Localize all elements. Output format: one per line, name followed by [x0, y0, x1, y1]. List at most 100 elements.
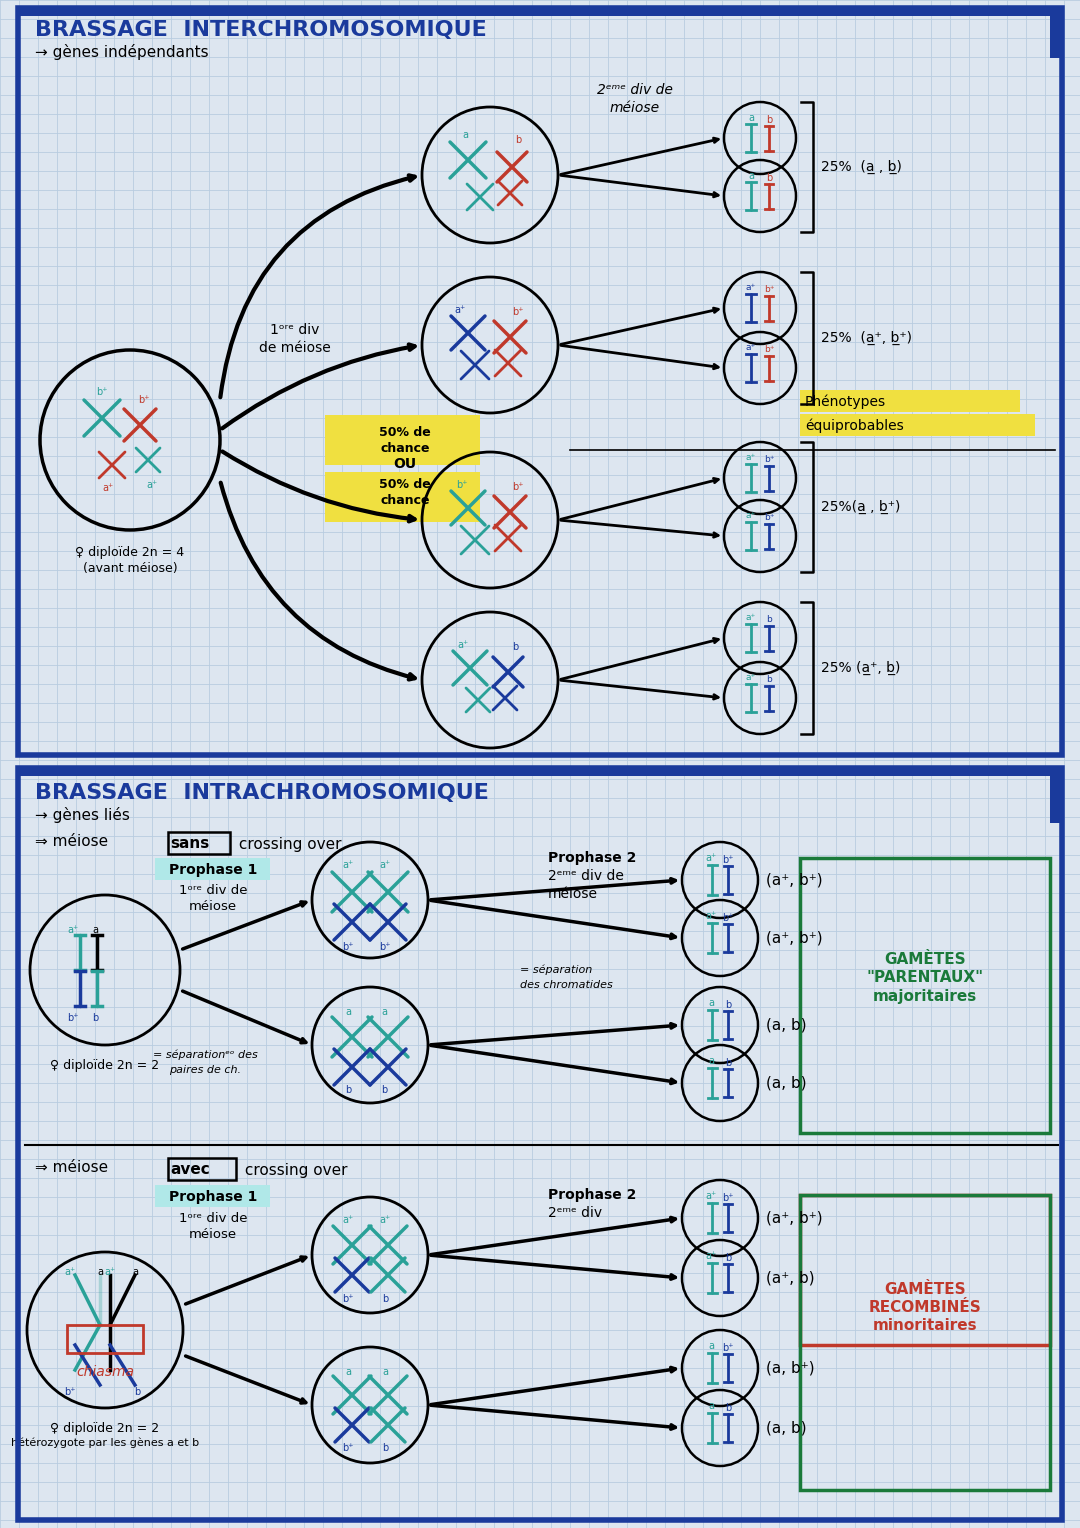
Bar — [18, 8, 1062, 755]
Bar — [325, 472, 480, 523]
Text: crossing over: crossing over — [234, 836, 341, 851]
Text: b: b — [515, 134, 522, 145]
Text: 1ᵒʳᵉ div de: 1ᵒʳᵉ div de — [179, 1212, 247, 1224]
Text: chiasma: chiasma — [76, 1365, 134, 1378]
Text: a⁺: a⁺ — [705, 911, 717, 921]
Text: ♀ diploïde 2n = 2: ♀ diploïde 2n = 2 — [51, 1059, 160, 1073]
Text: 1ᵒʳᵉ div: 1ᵒʳᵉ div — [270, 322, 320, 338]
Text: crossing over: crossing over — [240, 1163, 348, 1178]
Text: a⁺: a⁺ — [455, 306, 465, 315]
Bar — [800, 414, 1035, 435]
Text: b⁺: b⁺ — [764, 513, 774, 523]
Bar — [168, 1158, 237, 1180]
Text: BRASSAGE  INTRACHROMOSOMIQUE: BRASSAGE INTRACHROMOSOMIQUE — [35, 782, 489, 804]
Text: b: b — [766, 675, 772, 685]
Text: b: b — [512, 642, 518, 652]
Text: Prophase 2: Prophase 2 — [548, 1187, 636, 1203]
Text: a: a — [462, 130, 468, 141]
Text: = séparation: = séparation — [519, 964, 592, 975]
Text: a: a — [708, 1342, 714, 1351]
Text: OU: OU — [393, 457, 417, 471]
Text: 25%  (a̲ , b̲): 25% (a̲ , b̲) — [821, 160, 902, 174]
Text: 25%(a̲ , b̲⁺): 25%(a̲ , b̲⁺) — [821, 500, 901, 513]
Bar — [67, 1325, 143, 1352]
Text: a: a — [381, 1007, 387, 1018]
Text: chance: chance — [380, 442, 430, 454]
Text: (a, b): (a, b) — [766, 1421, 807, 1435]
Text: a: a — [132, 1267, 138, 1277]
Text: b⁺: b⁺ — [723, 856, 733, 865]
Text: b⁺: b⁺ — [64, 1387, 76, 1397]
Text: b: b — [766, 173, 772, 183]
Text: ⇒ méiose: ⇒ méiose — [35, 834, 113, 850]
Text: a: a — [748, 171, 754, 180]
Bar — [168, 833, 230, 854]
Text: b⁺: b⁺ — [138, 396, 150, 405]
Text: a: a — [382, 1368, 388, 1377]
Bar — [325, 416, 480, 465]
Text: ♀ diploïde 2n = 4: ♀ diploïde 2n = 4 — [76, 545, 185, 559]
Text: b⁺: b⁺ — [67, 1013, 79, 1024]
Text: b⁺: b⁺ — [512, 307, 524, 316]
Text: ⇒ méiose: ⇒ méiose — [35, 1160, 113, 1175]
Text: 25% (a̲⁺, b̲): 25% (a̲⁺, b̲) — [821, 662, 901, 675]
Text: Prophase 1: Prophase 1 — [168, 1190, 257, 1204]
Text: Phénotypes: Phénotypes — [805, 394, 886, 410]
Bar — [18, 769, 1062, 1520]
Text: b: b — [382, 1294, 388, 1303]
Text: a⁺: a⁺ — [705, 1251, 717, 1261]
Text: Prophase 1: Prophase 1 — [168, 863, 257, 877]
Text: b: b — [725, 1403, 731, 1413]
Text: a: a — [345, 1368, 351, 1377]
Text: de méiose: de méiose — [259, 341, 330, 354]
Text: 2ᵉᵐᵉ div de: 2ᵉᵐᵉ div de — [548, 869, 624, 883]
Text: BRASSAGE  INTERCHROMOSOMIQUE: BRASSAGE INTERCHROMOSOMIQUE — [35, 20, 487, 40]
Text: chance: chance — [380, 495, 430, 507]
Text: a: a — [748, 113, 754, 122]
Bar — [800, 1195, 1050, 1490]
Bar — [156, 1186, 270, 1207]
Text: b⁺: b⁺ — [764, 286, 774, 295]
Text: b: b — [92, 1013, 98, 1024]
Text: a: a — [345, 1007, 351, 1018]
Text: → gènes liés: → gènes liés — [35, 807, 130, 824]
Text: a⁺: a⁺ — [342, 1215, 353, 1225]
Text: a⁺: a⁺ — [705, 1190, 717, 1201]
Text: a⁺: a⁺ — [746, 454, 756, 463]
Text: b: b — [725, 1057, 731, 1068]
Text: 2ᵉᵐᵉ div de: 2ᵉᵐᵉ div de — [597, 83, 673, 96]
Text: (a⁺, b⁺): (a⁺, b⁺) — [766, 931, 823, 946]
Bar — [800, 859, 1050, 1132]
Text: méiose: méiose — [189, 1227, 238, 1241]
Text: b: b — [345, 1085, 351, 1096]
Text: 50% de: 50% de — [379, 478, 431, 492]
Text: b⁺: b⁺ — [764, 345, 774, 354]
Text: b⁺: b⁺ — [96, 387, 108, 397]
Text: 50% de: 50% de — [379, 425, 431, 439]
Text: b⁺: b⁺ — [723, 914, 733, 923]
Text: b⁺: b⁺ — [342, 1294, 354, 1303]
Text: a: a — [708, 998, 714, 1008]
Text: majoritaires: majoritaires — [873, 989, 977, 1004]
Text: b⁺: b⁺ — [512, 481, 524, 492]
Text: a: a — [97, 1267, 103, 1277]
Text: 1ᵒʳᵉ div de: 1ᵒʳᵉ div de — [179, 883, 247, 897]
Bar — [1050, 8, 1062, 58]
Text: b⁺: b⁺ — [723, 1343, 733, 1352]
Text: a: a — [92, 924, 98, 935]
Text: b⁺: b⁺ — [342, 1442, 354, 1453]
Text: paires de ch.: paires de ch. — [168, 1065, 241, 1076]
Text: a⁺: a⁺ — [746, 674, 756, 683]
Text: a⁺: a⁺ — [457, 640, 469, 649]
Text: b⁺: b⁺ — [764, 455, 774, 465]
Text: RECOMBINÉS: RECOMBINÉS — [868, 1300, 982, 1316]
Text: (a⁺, b⁺): (a⁺, b⁺) — [766, 872, 823, 888]
Text: = séparationᵉᵒ des: = séparationᵉᵒ des — [152, 1050, 257, 1060]
Text: "PARENTAUX": "PARENTAUX" — [866, 970, 984, 986]
Text: a⁺: a⁺ — [746, 614, 756, 622]
Text: avec: avec — [170, 1163, 210, 1178]
Bar — [1050, 769, 1062, 824]
Text: 25%  (a̲⁺, b̲⁺): 25% (a̲⁺, b̲⁺) — [821, 332, 912, 345]
Text: Prophase 2: Prophase 2 — [548, 851, 636, 865]
Text: (a⁺, b⁺): (a⁺, b⁺) — [766, 1210, 823, 1225]
